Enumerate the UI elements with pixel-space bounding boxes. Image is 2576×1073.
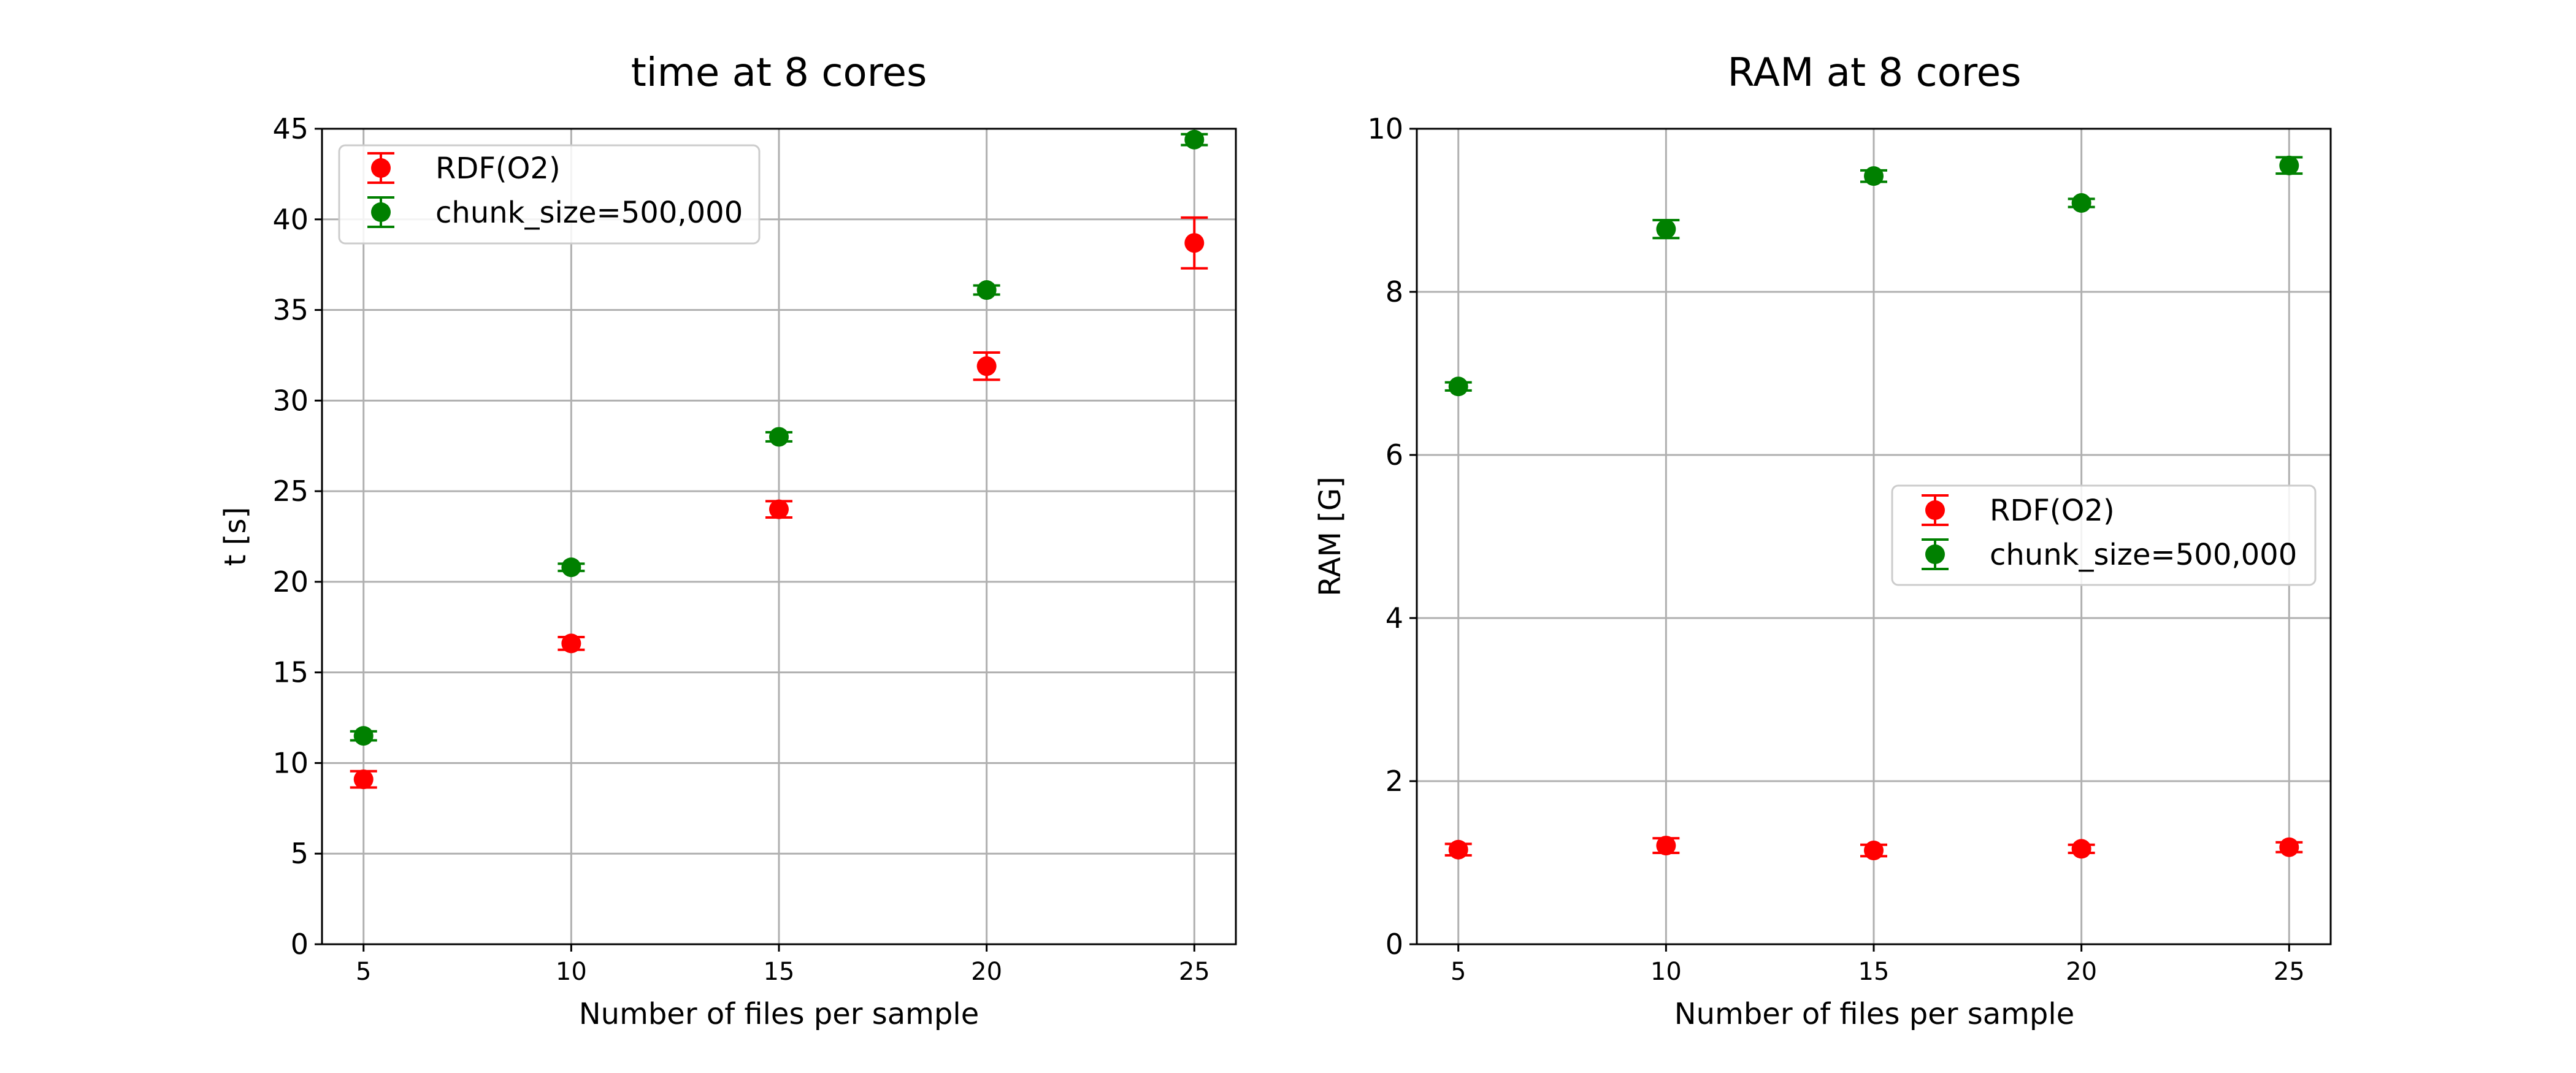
time-chart-y-tick-label: 0 (291, 928, 309, 961)
time-chart-y-tick-label: 10 (272, 746, 309, 779)
time-chart-legend-box (338, 144, 761, 245)
ram-chart-data-point (2279, 837, 2299, 857)
legend-marker-icon (1925, 500, 1945, 520)
time-chart-x-tick-label: 20 (971, 958, 1002, 986)
time-chart-legend-label-rdf: RDF(O2) (435, 151, 561, 186)
time-chart-data-point (353, 726, 374, 746)
time-chart-data-point (1184, 129, 1205, 150)
ram-chart-data-point (1864, 841, 1884, 861)
time-chart-y-tick-label: 25 (272, 475, 309, 508)
ram-chart-legend-label-rdf: RDF(O2) (1990, 494, 2115, 528)
time-chart-x-tick-label: 5 (356, 958, 371, 986)
ram-chart-marks (1444, 155, 2303, 861)
ram-chart-data-point (2071, 839, 2091, 859)
ram-chart-y-tick-label: 10 (1367, 112, 1403, 145)
time-chart-data-point (1184, 233, 1205, 253)
time-chart-legend-label-chunk: chunk_size=500,000 (435, 196, 743, 230)
time-chart-y-tick-label: 20 (272, 565, 309, 598)
time-chart-data-point (769, 427, 789, 447)
ram-chart-y-tick-label: 6 (1386, 438, 1403, 472)
ram-chart-title: RAM at 8 cores (1728, 50, 2022, 96)
ram-chart-y-tick-label: 0 (1386, 928, 1403, 961)
ram-chart-x-tick-label: 5 (1451, 958, 1466, 986)
ram-chart-legend-label-chunk: chunk_size=500,000 (1990, 538, 2297, 572)
time-chart-legend: RDF(O2) chunk_size=500,000 (338, 144, 761, 245)
time-chart-x-tick-label: 10 (556, 958, 587, 986)
ram-chart-y-axis-label: RAM [G] (1313, 476, 1347, 597)
time-chart-y-tick-label: 30 (272, 384, 309, 417)
time-chart-x-tick-label: 15 (764, 958, 795, 986)
ram-chart-legend-entry-chunk: chunk_size=500,000 (1922, 538, 2297, 572)
ram-chart-x-axis-label: Number of files per sample (1674, 997, 2074, 1031)
time-chart-legend-entry-chunk: chunk_size=500,000 (367, 196, 743, 230)
ram-chart-y-tick-label: 4 (1386, 601, 1403, 635)
ram-chart-y-tick-label: 2 (1386, 765, 1403, 798)
time-chart-ticks: 5 10 15 20 25 0 5 10 15 20 25 30 35 40 45 (272, 112, 1209, 986)
time-chart-marks (350, 129, 1208, 790)
time-chart-panel: time at 8 cores 5 10 15 20 25 0 5 10 15 20 25 30 35 4… (218, 50, 1237, 1031)
time-chart-x-axis-label: Number of files per sample (579, 997, 979, 1031)
time-chart-data-point (561, 557, 581, 578)
ram-chart-y-tick-label: 8 (1386, 275, 1403, 308)
legend-marker-icon (371, 158, 391, 178)
time-chart-data-point (353, 769, 374, 790)
ram-chart-legend-box (1891, 484, 2317, 586)
time-chart-y-tick-label: 45 (272, 112, 309, 145)
ram-chart-data-point (2279, 155, 2299, 175)
time-chart-data-point (561, 633, 581, 654)
time-chart-data-point (769, 499, 789, 519)
ram-chart-ticks: 5 10 15 20 25 0 2 4 6 8 10 (1367, 112, 2304, 986)
ram-chart-data-point (1656, 219, 1676, 239)
ram-chart-legend: RDF(O2) chunk_size=500,000 (1891, 484, 2317, 586)
time-chart-title: time at 8 cores (631, 50, 927, 96)
time-chart-x-tick-label: 25 (1179, 958, 1210, 986)
ram-chart-x-tick-label: 10 (1650, 958, 1682, 986)
ram-chart-data-point (1656, 836, 1676, 856)
ram-chart-data-point (1864, 166, 1884, 186)
time-chart-y-tick-label: 40 (272, 203, 309, 236)
time-chart-legend-entry-rdf: RDF(O2) (367, 151, 561, 186)
ram-chart-data-point (1448, 376, 1468, 397)
legend-marker-icon (371, 202, 391, 222)
time-chart-data-point (976, 280, 997, 300)
ram-chart-x-tick-label: 25 (2274, 958, 2305, 986)
time-chart-y-axis-label: t [s] (218, 507, 253, 567)
time-chart-y-tick-label: 15 (272, 656, 309, 689)
time-chart-y-tick-label: 5 (291, 837, 309, 870)
time-chart-y-tick-label: 35 (272, 294, 309, 327)
ram-chart-x-tick-label: 20 (2066, 958, 2097, 986)
ram-chart-legend-entry-rdf: RDF(O2) (1922, 494, 2115, 528)
ram-chart-data-point (2071, 193, 2091, 213)
ram-chart-data-point (1448, 839, 1468, 860)
ram-chart-x-tick-label: 15 (1858, 958, 1890, 986)
ram-chart-panel: RAM at 8 cores 5 10 15 20 25 0 2 4 6 8 10 Number o… (1313, 50, 2332, 1031)
legend-marker-icon (1925, 544, 1945, 564)
time-chart-data-point (976, 356, 997, 376)
